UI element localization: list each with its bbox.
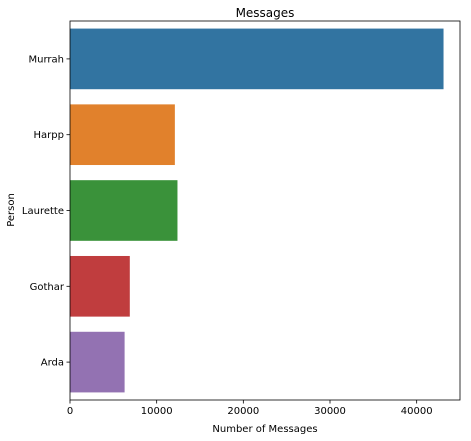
x-tick-label: 20000: [227, 406, 259, 417]
chart-title: Messages: [236, 6, 295, 20]
bar-murrah: [70, 28, 444, 90]
bar-arda: [70, 331, 125, 393]
y-tick-label: Gothar: [30, 282, 65, 293]
x-tick-label: 0: [67, 406, 73, 417]
x-tick-label: 40000: [401, 406, 433, 417]
y-tick-label: Arda: [41, 358, 64, 369]
bar-laurette: [70, 180, 178, 241]
plot-frame: [69, 20, 461, 401]
y-tick-label: Laurette: [22, 206, 64, 217]
bars-group: [70, 28, 444, 393]
x-tick-label: 10000: [141, 406, 173, 417]
x-axis-label: Number of Messages: [212, 424, 317, 435]
y-tick-label: Murrah: [29, 54, 64, 65]
y-tick-label: Harpp: [34, 130, 64, 141]
x-ticks-group: 0 10000 20000 30000 40000: [67, 400, 433, 417]
y-axis-label: Person: [6, 193, 17, 227]
y-ticks-group: Murrah Harpp Laurette Gothar Arda: [22, 54, 70, 369]
x-tick-label: 30000: [314, 406, 346, 417]
bar-harpp: [70, 104, 175, 166]
bar-gothar: [70, 255, 130, 317]
